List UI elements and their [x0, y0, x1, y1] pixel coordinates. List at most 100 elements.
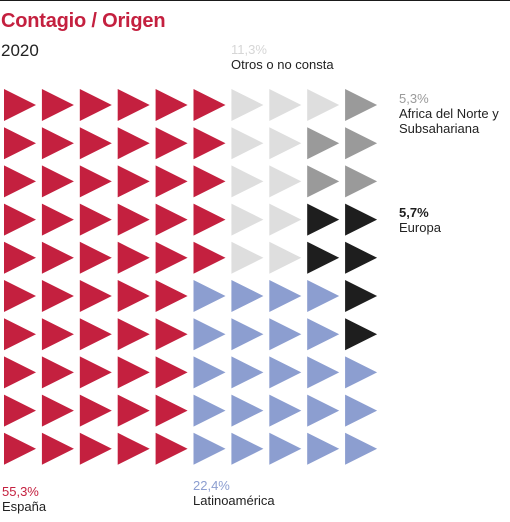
waffle-cell-otros-o-no-consta	[231, 89, 264, 121]
waffle-cell-otros-o-no-consta	[269, 241, 302, 274]
waffle-cell-latinoamerica	[231, 318, 264, 351]
waffle-cell-latinoamerica	[307, 318, 340, 351]
waffle-cell-otros-o-no-consta	[231, 203, 264, 236]
waffle-cell-espana	[117, 241, 150, 274]
waffle-cell-espana	[193, 165, 226, 198]
waffle-cell-espana	[4, 318, 36, 351]
label-latinoamerica-name: Latinoamérica	[193, 493, 275, 508]
label-europa-name: Europa	[399, 220, 441, 235]
waffle-cell-europa	[345, 280, 378, 312]
waffle-cell-latinoamerica	[345, 432, 378, 465]
waffle-cell-espana	[117, 280, 150, 312]
waffle-cell-otros-o-no-consta	[307, 89, 340, 121]
waffle-cell-espana	[155, 89, 188, 121]
waffle-cell-latinoamerica	[231, 356, 264, 389]
waffle-cell-espana	[4, 432, 36, 465]
waffle-cell-espana	[155, 203, 188, 236]
waffle-cell-espana	[79, 241, 112, 274]
top-rule	[0, 0, 510, 1]
waffle-cell-espana	[155, 241, 188, 274]
label-latinoamerica: 22,4% Latinoamérica	[193, 478, 275, 508]
waffle-cell-espana	[193, 89, 226, 121]
waffle-cell-espana	[193, 241, 226, 274]
waffle-cell-latinoamerica	[193, 280, 226, 312]
waffle-cell-espana	[155, 394, 188, 427]
waffle-cell-espana	[79, 318, 112, 351]
waffle-cell-latinoamerica	[307, 432, 340, 465]
waffle-cell-espana	[117, 356, 150, 389]
label-europa-value: 5,7%	[399, 205, 429, 220]
waffle-cell-espana	[4, 127, 36, 160]
waffle-cell-espana	[117, 89, 150, 121]
waffle-cell-latinoamerica	[231, 432, 264, 465]
waffle-cell-latinoamerica	[307, 394, 340, 427]
waffle-cell-espana	[41, 165, 74, 198]
waffle-cell-espana	[4, 356, 36, 389]
chart-title: Contagio / Origen	[1, 10, 166, 32]
waffle-cell-africa-del-norte-y-subsahariana	[345, 89, 378, 121]
waffle-cell-europa	[307, 241, 340, 274]
waffle-cell-espana	[79, 432, 112, 465]
waffle-cell-espana	[155, 127, 188, 160]
waffle-cell-latinoamerica	[269, 432, 302, 465]
waffle-cell-latinoamerica	[269, 356, 302, 389]
waffle-cell-espana	[79, 394, 112, 427]
waffle-cell-otros-o-no-consta	[231, 241, 264, 274]
waffle-cell-espana	[117, 127, 150, 160]
label-espana-name: España	[2, 499, 47, 514]
waffle-cell-espana	[4, 89, 36, 121]
waffle-cell-europa	[345, 203, 378, 236]
label-africa-name: Africa del Norte y Subsahariana	[399, 106, 499, 136]
label-africa: 5,3% Africa del Norte y Subsahariana	[399, 91, 509, 136]
waffle-cell-otros-o-no-consta	[269, 165, 302, 198]
waffle-cell-espana	[4, 165, 36, 198]
waffle-cell-africa-del-norte-y-subsahariana	[345, 127, 378, 160]
waffle-cell-africa-del-norte-y-subsahariana	[307, 165, 340, 198]
waffle-cell-espana	[41, 203, 74, 236]
waffle-cell-otros-o-no-consta	[231, 127, 264, 160]
waffle-cell-latinoamerica	[193, 356, 226, 389]
waffle-cell-espana	[155, 318, 188, 351]
waffle-cell-espana	[79, 165, 112, 198]
waffle-cell-latinoamerica	[269, 318, 302, 351]
waffle-cell-espana	[41, 241, 74, 274]
waffle-cell-espana	[4, 280, 36, 312]
waffle-cell-latinoamerica	[231, 394, 264, 427]
waffle-cell-espana	[155, 280, 188, 312]
label-africa-value: 5,3%	[399, 91, 429, 106]
waffle-cell-latinoamerica	[307, 280, 340, 312]
waffle-cell-espana	[41, 127, 74, 160]
chart-subtitle: 2020	[1, 41, 39, 60]
waffle-cell-espana	[117, 318, 150, 351]
waffle-cell-latinoamerica	[193, 432, 226, 465]
waffle-cell-africa-del-norte-y-subsahariana	[307, 127, 340, 160]
waffle-cell-espana	[79, 280, 112, 312]
waffle-cell-latinoamerica	[269, 394, 302, 427]
waffle-cell-europa	[345, 241, 378, 274]
waffle-cell-latinoamerica	[307, 356, 340, 389]
waffle-cell-africa-del-norte-y-subsahariana	[345, 165, 378, 198]
label-otros: 11,3% Otros o no consta	[231, 42, 334, 72]
waffle-cell-espana	[41, 89, 74, 121]
waffle-cell-latinoamerica	[345, 394, 378, 427]
label-espana-value: 55,3%	[2, 484, 39, 499]
waffle-cell-espana	[79, 127, 112, 160]
label-latinoamerica-value: 22,4%	[193, 478, 230, 493]
waffle-cell-latinoamerica	[345, 356, 378, 389]
waffle-cell-espana	[4, 394, 36, 427]
waffle-cell-espana	[41, 318, 74, 351]
label-espana: 55,3% España	[2, 484, 46, 514]
waffle-cell-espana	[193, 127, 226, 160]
waffle-cell-espana	[117, 394, 150, 427]
waffle-cell-espana	[155, 165, 188, 198]
waffle-cell-latinoamerica	[193, 318, 226, 351]
waffle-cell-espana	[79, 203, 112, 236]
waffle-cell-espana	[155, 356, 188, 389]
waffle-cell-espana	[4, 241, 36, 274]
waffle-cell-espana	[41, 432, 74, 465]
label-otros-name: Otros o no consta	[231, 57, 334, 72]
waffle-cell-latinoamerica	[231, 280, 264, 312]
waffle-cell-espana	[155, 432, 188, 465]
waffle-cell-otros-o-no-consta	[231, 165, 264, 198]
